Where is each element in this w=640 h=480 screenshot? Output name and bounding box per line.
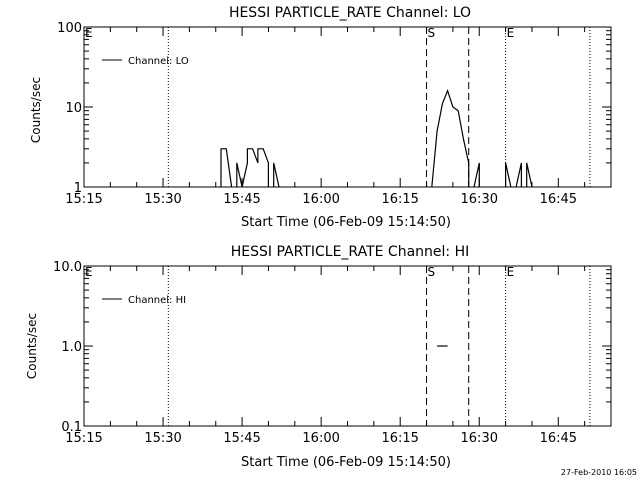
series-line xyxy=(241,148,269,188)
x-tick-label: 15:45 xyxy=(223,192,260,207)
x-tick-label: 16:00 xyxy=(302,431,339,446)
timestamp-label: 27-Feb-2010 16:05 xyxy=(561,468,637,477)
y-tick-label: 10.0 xyxy=(53,260,82,275)
chart-title: HESSI PARTICLE_RATE Channel: LO xyxy=(229,5,471,21)
plot-frame xyxy=(83,265,612,427)
panel-lo: HESSI PARTICLE_RATE Channel: LO Start Ti… xyxy=(29,5,612,230)
x-tick-label: 16:15 xyxy=(381,192,418,207)
x-tick-label: 16:15 xyxy=(381,431,418,446)
y-tick-label: 1 xyxy=(74,181,82,196)
x-tick-label: 16:45 xyxy=(540,192,577,207)
series-line xyxy=(236,162,243,188)
marker-label: E xyxy=(85,265,93,279)
y-tick-label: 10 xyxy=(65,101,82,116)
x-tick-label: 16:30 xyxy=(461,192,498,207)
x-tick-label: 15:30 xyxy=(144,431,181,446)
series-line xyxy=(273,162,280,188)
panel-hi: HESSI PARTICLE_RATE Channel: HI Start Ti… xyxy=(25,244,612,470)
marker-label: E xyxy=(507,265,515,279)
y-axis-label: Counts/sec xyxy=(25,313,39,379)
series-line xyxy=(473,162,480,188)
x-tick-label: 15:15 xyxy=(65,431,102,446)
x-tick-label: 16:00 xyxy=(302,192,339,207)
series-line xyxy=(220,148,233,188)
legend-label: Channel: HI xyxy=(128,295,186,306)
series-line xyxy=(526,162,533,188)
plot-frame xyxy=(83,26,612,188)
x-tick-label: 16:45 xyxy=(540,431,577,446)
marker-label: S xyxy=(428,26,436,40)
marker-label: S xyxy=(428,265,436,279)
x-axis-label: Start Time (06-Feb-09 15:14:50) xyxy=(241,215,451,230)
series-line xyxy=(431,88,470,188)
y-axis-label: Counts/sec xyxy=(29,77,43,143)
y-tick-label: 0.1 xyxy=(61,420,82,435)
x-axis-label: Start Time (06-Feb-09 15:14:50) xyxy=(241,455,451,470)
marker-label: E xyxy=(85,26,93,40)
legend-label: Channel: LO xyxy=(128,56,189,67)
x-tick-label: 15:45 xyxy=(223,431,260,446)
x-tick-label: 15:30 xyxy=(144,192,181,207)
x-tick-label: 15:15 xyxy=(65,192,102,207)
marker-label: E xyxy=(507,26,515,40)
series-line xyxy=(505,162,512,188)
y-tick-label: 1.0 xyxy=(61,340,82,355)
x-tick-label: 16:30 xyxy=(461,431,498,446)
series-line xyxy=(515,162,523,188)
chart-title: HESSI PARTICLE_RATE Channel: HI xyxy=(231,244,469,260)
y-tick-label: 100 xyxy=(57,21,82,36)
